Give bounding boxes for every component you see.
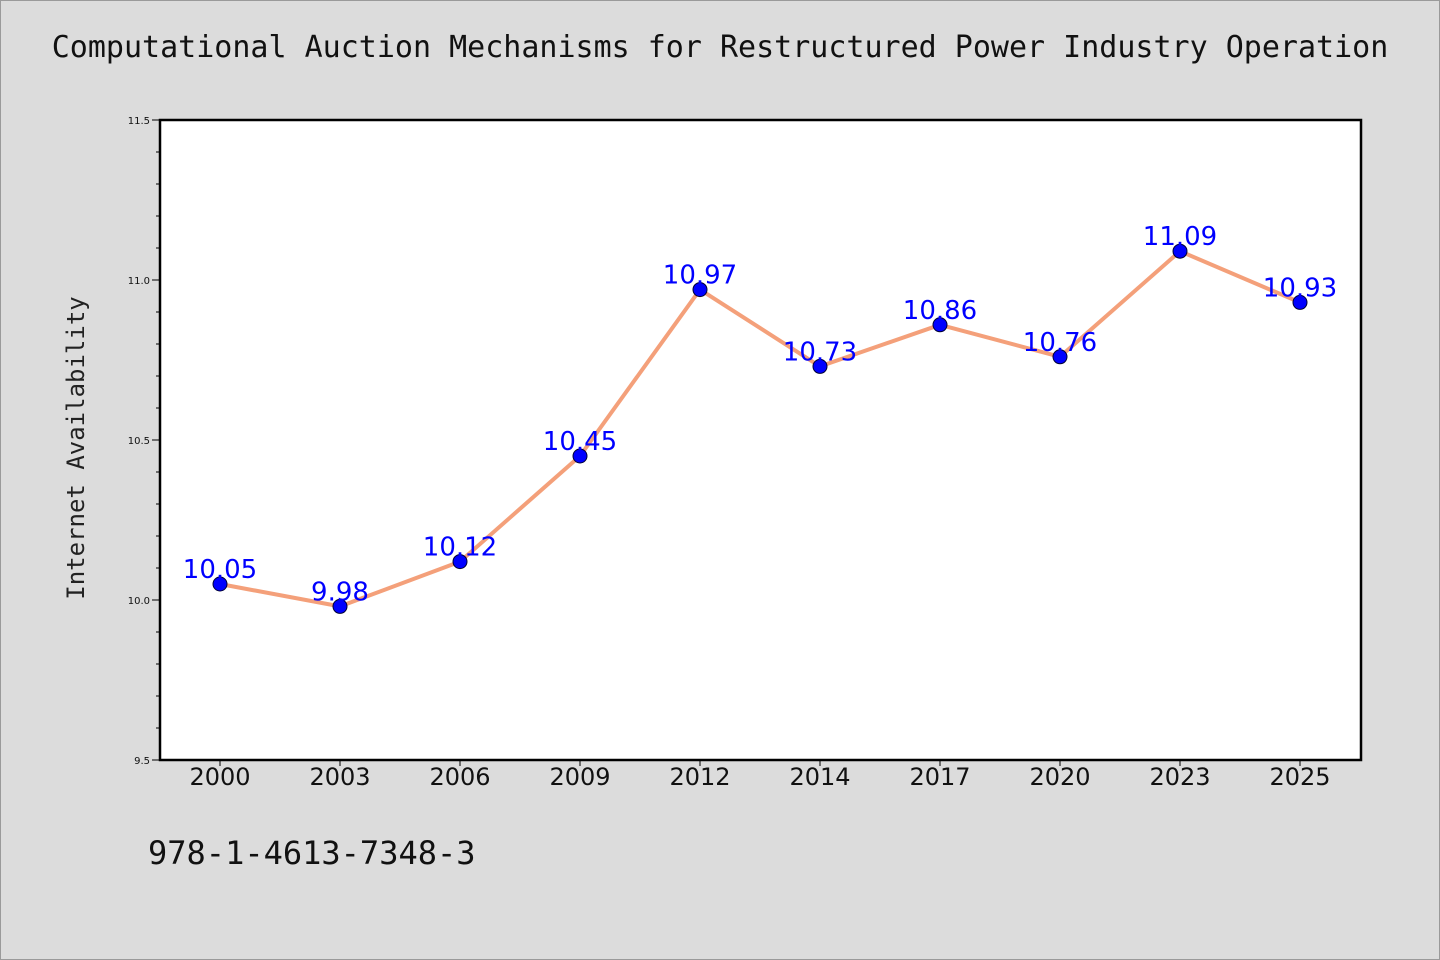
data-point	[1172, 243, 1188, 259]
y-tick-label: 11.0	[128, 276, 150, 287]
x-tick-label: 2017	[909, 763, 970, 791]
data-label: 10.05	[183, 555, 257, 585]
x-tick-label: 2006	[429, 763, 490, 791]
y-tick-label: 9.5	[134, 756, 150, 767]
data-label: 9.98	[311, 577, 369, 607]
y-tick-label: 10.5	[128, 436, 150, 447]
y-tick-label: 11.5	[128, 116, 150, 127]
data-point	[1292, 294, 1308, 310]
plot-area	[158, 118, 1363, 762]
data-label: 10.12	[423, 533, 497, 563]
data-label: 10.97	[663, 261, 737, 291]
y-axis-ticks: 9.5 10.0 10.5 11.0 11.5	[128, 116, 160, 767]
data-label: 10.73	[783, 337, 857, 367]
x-tick-label: 2025	[1269, 763, 1330, 791]
data-point	[332, 598, 348, 614]
series-group	[212, 243, 1308, 614]
x-tick-label: 2009	[549, 763, 610, 791]
x-tick-label: 2023	[1149, 763, 1210, 791]
data-point	[212, 576, 228, 592]
x-tick-label: 2020	[1029, 763, 1090, 791]
data-point	[692, 282, 708, 298]
x-tick-label: 2014	[789, 763, 850, 791]
data-label: 11.09	[1143, 222, 1217, 252]
x-tick-label: 2012	[669, 763, 730, 791]
isbn-text: 978-1-4613-7348-3	[148, 834, 476, 872]
series-line	[218, 249, 1302, 609]
data-point	[1052, 349, 1068, 365]
data-point	[812, 358, 828, 374]
data-point	[452, 554, 468, 570]
data-label: 10.45	[543, 427, 617, 457]
y-tick-label: 10.0	[128, 596, 150, 607]
data-labels: 10.05 9.98 10.12 10.45 10.97 10.73 10.86 10.76 1…	[183, 222, 1337, 607]
x-axis-ticks: 2000 2003 2006 2009 2012 2014 2017 2020 2023 2025	[189, 760, 1331, 791]
data-label: 10.86	[903, 296, 977, 326]
x-tick-label: 2003	[309, 763, 370, 791]
data-label: 10.76	[1023, 328, 1097, 358]
data-point	[572, 448, 588, 464]
data-point	[932, 317, 948, 333]
data-label: 10.93	[1263, 273, 1337, 303]
chart-title: Computational Auction Mechanisms for Res…	[51, 30, 1389, 65]
x-tick-label: 2000	[189, 763, 250, 791]
